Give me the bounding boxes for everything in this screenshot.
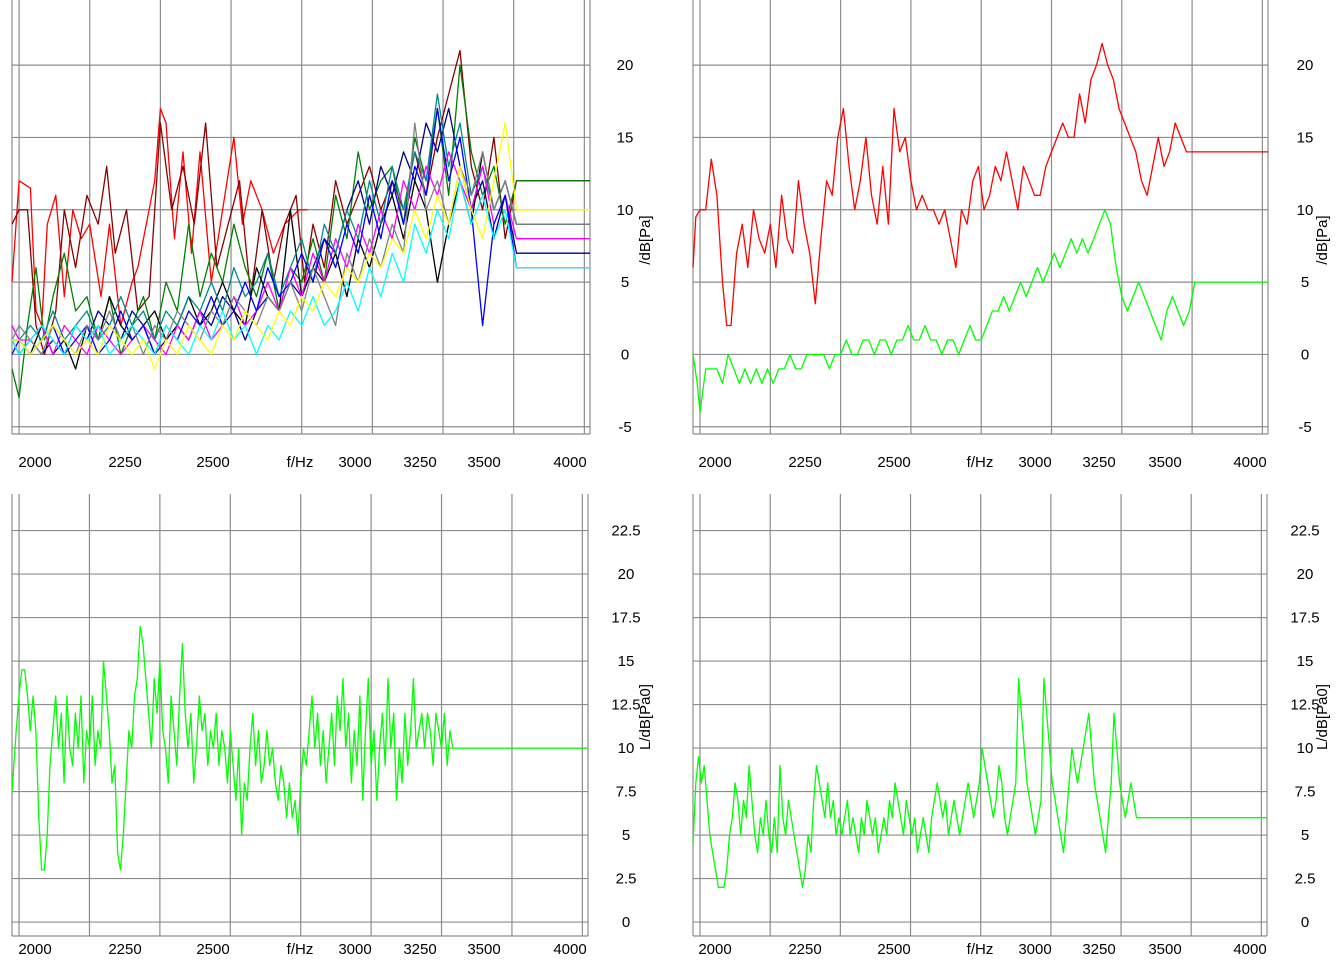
series-line [692,42,1268,327]
x-axis-label: f/Hz [967,941,994,958]
y-tick-label: -5 [1298,419,1311,436]
y-axis-label: /dB[Pa] [1314,215,1331,264]
series-line [11,107,590,356]
y-tick-label: 7.5 [616,784,637,801]
x-tick-label: 2000 [18,941,51,958]
y-tick-label: 5 [621,274,629,291]
y-tick-label: 12.5 [1290,697,1319,714]
panel-top-right: 2000 2250 2500 f/Hz 3000 3250 3500 4000 -5 0 5 10 15… [692,0,1331,471]
x-axis-label: f/Hz [287,454,314,471]
x-tick-label: 3000 [1018,941,1051,958]
y-axis-label: L/dB[Pa0] [637,684,654,750]
series-line [11,625,588,871]
x-tick-label: 3250 [403,941,436,958]
y-axis-label: /dB[Pa] [637,215,654,264]
x-tick-label: 4000 [1233,941,1266,958]
x-tick-label: 2250 [108,454,141,471]
y-tick-label: -5 [618,419,631,436]
x-tick-label: 2000 [698,941,731,958]
y-tick-label: 5 [1301,827,1309,844]
x-axis-label: f/Hz [967,454,994,471]
x-tick-label: 3500 [467,941,500,958]
x-tick-label: 4000 [553,454,586,471]
y-tick-label: 0 [621,346,629,363]
y-tick-label: 22.5 [611,523,640,540]
y-tick-label: 20 [618,566,635,583]
y-tick-label: 15 [617,129,634,146]
series-line [11,107,308,327]
x-tick-label: 3250 [403,454,436,471]
y-tick-label: 15 [1297,653,1314,670]
series-line [11,180,590,356]
series-line [692,209,1268,413]
y-tick-label: 17.5 [611,610,640,627]
series-line [12,122,590,370]
series-line [692,677,1267,888]
x-tick-label: 2500 [196,454,229,471]
x-tick-label: 2500 [877,454,910,471]
y-tick-label: 0 [1301,346,1309,363]
x-tick-label: 2000 [698,454,731,471]
x-tick-label: 3500 [1148,941,1181,958]
y-axis-label: L/dB[Pa0] [1314,684,1331,750]
x-tick-label: 2250 [788,941,821,958]
y-tick-label: 20 [1297,57,1314,74]
series-line [11,122,590,356]
y-tick-label: 15 [618,653,635,670]
y-tick-label: 10 [618,740,635,757]
y-tick-label: 22.5 [1290,523,1319,540]
y-tick-label: 20 [1297,566,1314,583]
y-tick-label: 10 [1297,202,1314,219]
y-tick-label: 10 [1297,740,1314,757]
x-tick-label: 2250 [788,454,821,471]
x-tick-label: 3000 [338,941,371,958]
panel-top-left: 2000 2250 2500 f/Hz 3000 3250 3500 4000 -5 0 5 10 15… [11,0,654,471]
x-tick-label: 2500 [196,941,229,958]
x-tick-label: 4000 [553,941,586,958]
x-tick-label: 3500 [1148,454,1181,471]
x-tick-label: 4000 [1233,454,1266,471]
y-tick-label: 10 [617,202,634,219]
y-tick-label: 0 [622,914,630,931]
panel-bottom-left: 2000 2250 2500 f/Hz 3000 3250 3500 4000 0 2.5 5 7.5… [11,494,654,958]
panel-bottom-right: 2000 2250 2500 f/Hz 3000 3250 3500 4000 0 2.5 5 7.5… [692,494,1331,958]
x-tick-label: 3500 [467,454,500,471]
x-tick-label: 2000 [18,454,51,471]
y-tick-label: 12.5 [611,697,640,714]
x-tick-label: 2250 [108,941,141,958]
x-tick-label: 2500 [877,941,910,958]
x-tick-label: 3250 [1082,454,1115,471]
y-tick-label: 20 [617,57,634,74]
x-tick-label: 3000 [1018,454,1051,471]
x-axis-label: f/Hz [287,941,314,958]
y-tick-label: 0 [1301,914,1309,931]
y-tick-label: 5 [1301,274,1309,291]
y-tick-label: 2.5 [1295,871,1316,888]
y-tick-label: 15 [1297,129,1314,146]
y-tick-label: 2.5 [616,871,637,888]
x-tick-label: 3000 [338,454,371,471]
series-line [11,49,590,356]
x-tick-label: 3250 [1082,941,1115,958]
y-tick-label: 17.5 [1290,610,1319,627]
series-line [11,107,590,356]
y-tick-label: 5 [622,827,630,844]
series-line [11,64,590,399]
y-tick-label: 7.5 [1295,784,1316,801]
